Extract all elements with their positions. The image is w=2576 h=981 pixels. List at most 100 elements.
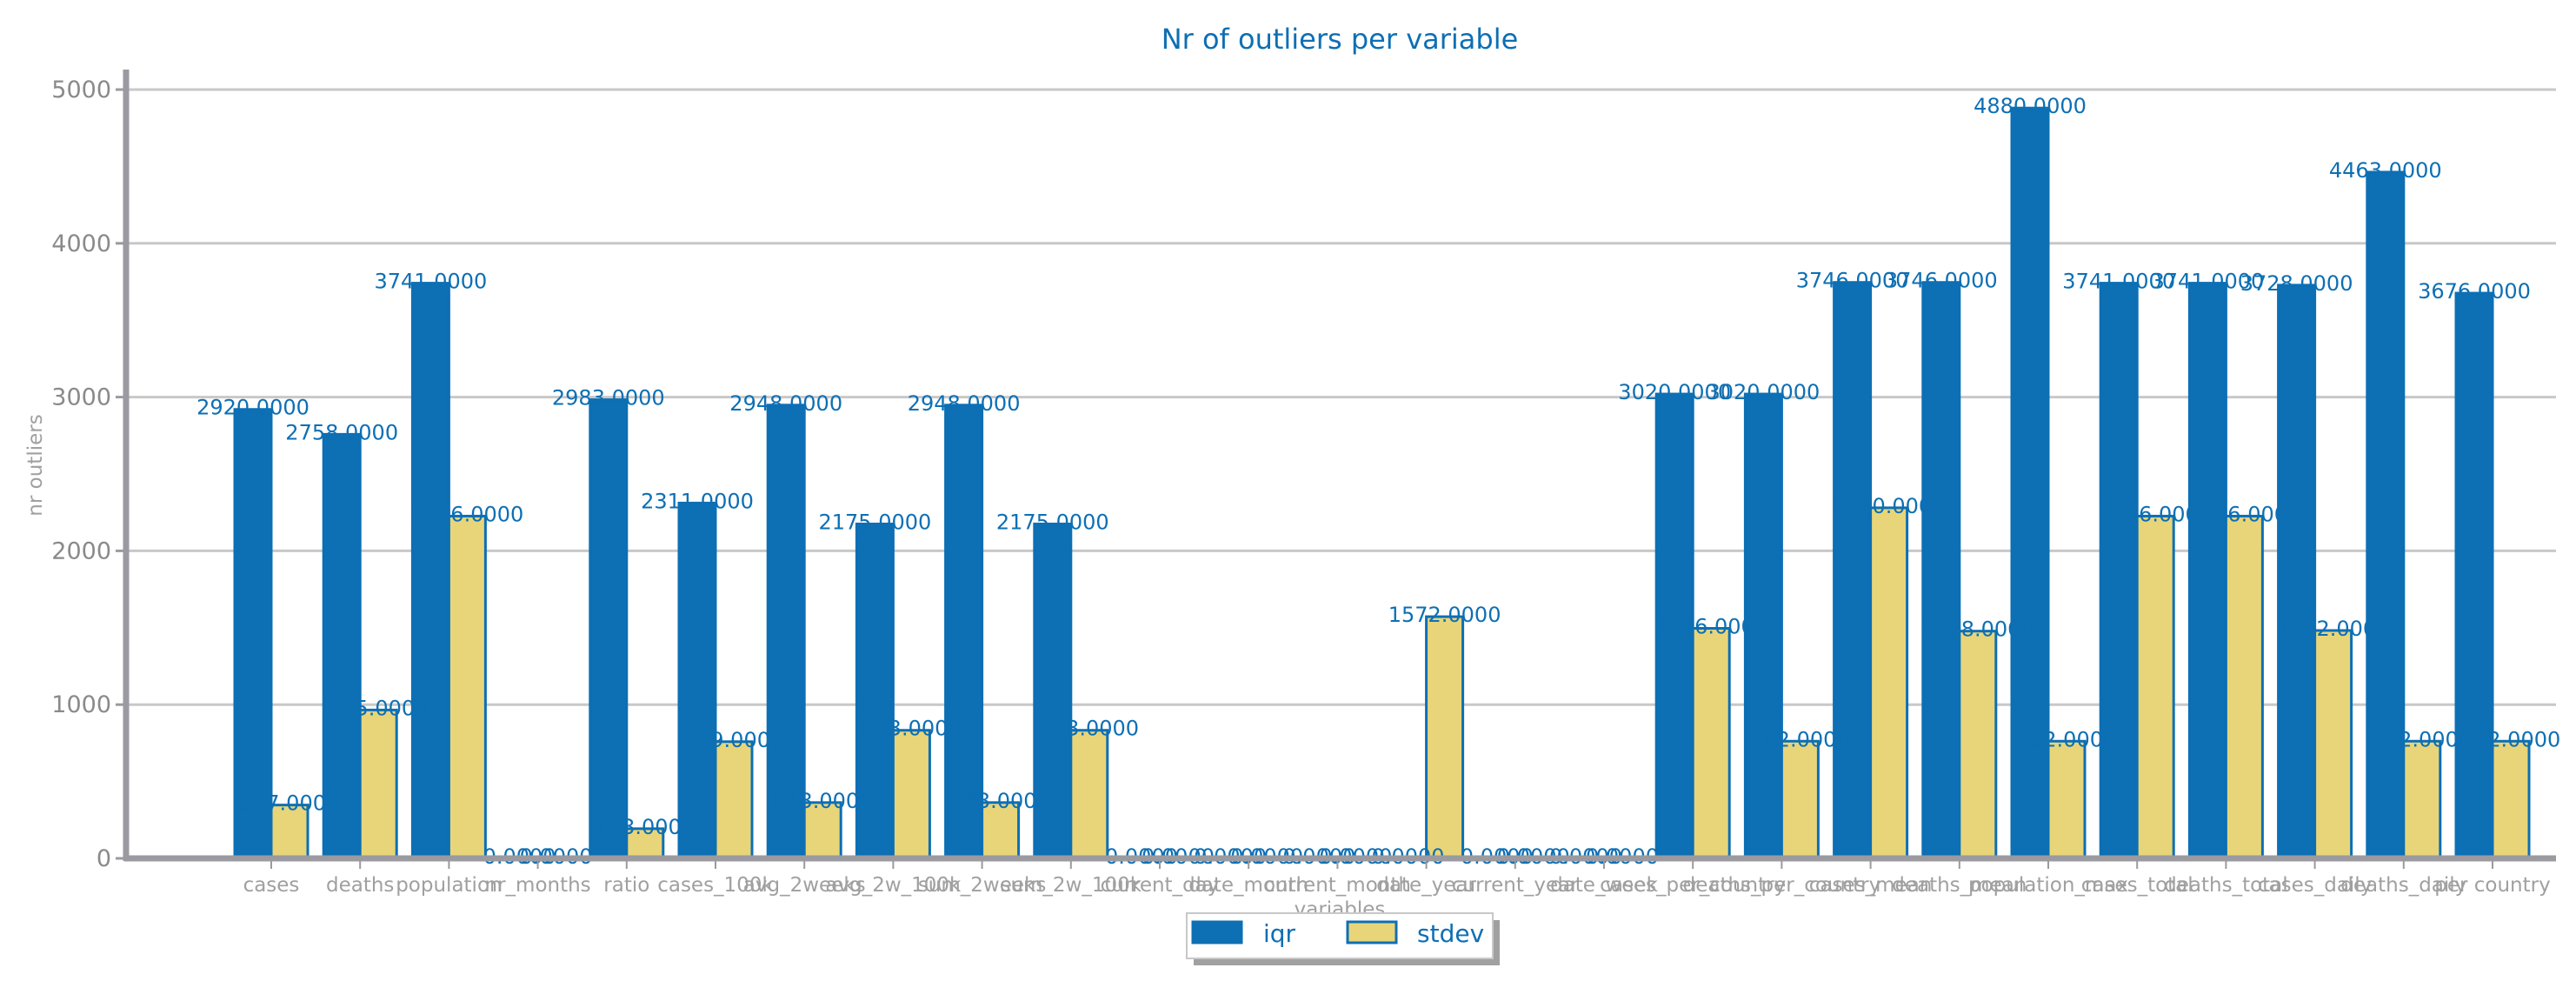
- bar-iqr: [855, 522, 895, 860]
- bar-stdev: [2313, 629, 2353, 860]
- value-label-stdev: 363.0000: [773, 789, 873, 813]
- bar-stdev: [981, 801, 1021, 860]
- x-tick-label: date_month: [1188, 874, 1308, 897]
- bar-stdev: [358, 708, 398, 860]
- x-tick-label: deaths_total: [2164, 874, 2288, 897]
- bar-iqr: [1654, 392, 1694, 860]
- value-label-stdev: 762.0000: [2017, 727, 2117, 751]
- value-label-stdev: 2280.0000: [1833, 494, 1946, 518]
- bar-stdev: [2402, 739, 2442, 860]
- bar-iqr: [1921, 281, 1961, 860]
- value-label-iqr: 2948.0000: [729, 391, 842, 416]
- value-label-iqr: 2758.0000: [285, 420, 398, 444]
- value-label-iqr: 3728.0000: [2240, 271, 2353, 296]
- bar-stdev: [891, 729, 931, 860]
- x-tick-label: cases_total: [2081, 874, 2193, 897]
- value-label-stdev: 2226.0000: [2188, 502, 2301, 526]
- x-tick-label: sum_2w_100k: [1000, 874, 1142, 897]
- bar-stdev: [1069, 729, 1109, 860]
- value-label-stdev: 833.0000: [1040, 717, 1140, 741]
- bar-iqr: [322, 432, 362, 860]
- bar-iqr: [2366, 170, 2406, 860]
- bar-iqr: [2277, 284, 2317, 860]
- value-label-iqr: 2311.0000: [641, 489, 754, 513]
- bar-stdev: [625, 827, 665, 860]
- x-tick-label: date_week: [1550, 874, 1658, 897]
- value-label-stdev: 1482.0000: [2277, 617, 2390, 641]
- bar-iqr: [944, 404, 984, 860]
- value-label-iqr: 3020.0000: [1618, 380, 1731, 404]
- legend-swatch-stdev: [1346, 920, 1398, 944]
- value-label-stdev: 1496.0000: [1654, 615, 1767, 639]
- value-label-stdev: 1572.0000: [1388, 603, 1501, 627]
- legend-label-stdev: stdev: [1417, 919, 1484, 948]
- bar-iqr: [233, 408, 273, 860]
- x-tick-label: sum_2weeks: [918, 874, 1047, 897]
- x-tick-label: avg_2w_100k: [825, 874, 962, 897]
- bar-iqr: [677, 501, 717, 860]
- bar-stdev: [1869, 506, 1909, 860]
- value-label-iqr: 3676.0000: [2418, 279, 2531, 304]
- bar-stdev: [447, 514, 487, 860]
- y-tick-label: 5000: [51, 77, 111, 103]
- y-tick-label: 4000: [51, 230, 111, 257]
- value-label-stdev: 762.0000: [1750, 727, 1850, 751]
- x-tick-label: ratio: [603, 874, 649, 897]
- bar-iqr: [589, 398, 629, 860]
- value-label-iqr: 2175.0000: [996, 510, 1109, 534]
- legend-label-iqr: iqr: [1263, 919, 1296, 948]
- value-label-stdev: 347.0000: [240, 791, 340, 816]
- bar-stdev: [714, 740, 754, 860]
- value-label-iqr: 2920.0000: [196, 396, 310, 420]
- bar-stdev: [2047, 739, 2087, 860]
- y-tick-label: 1000: [51, 691, 111, 718]
- value-label-iqr: 3741.0000: [2062, 270, 2175, 294]
- bar-iqr: [2010, 106, 2050, 860]
- value-label-stdev: 2226.0000: [411, 502, 524, 526]
- legend-swatch-iqr: [1191, 920, 1243, 944]
- bar-stdev: [2491, 739, 2531, 860]
- bar-iqr: [2099, 282, 2139, 860]
- value-label-stdev: 759.0000: [684, 728, 784, 752]
- bar-iqr: [1033, 522, 1073, 860]
- x-tick-label: cases: [243, 874, 300, 897]
- value-label-iqr: 2948.0000: [908, 391, 1021, 416]
- value-label-stdev: 193.0000: [596, 815, 696, 839]
- value-label-stdev: 762.0000: [2373, 727, 2473, 751]
- legend: iqr stdev: [1186, 912, 1500, 965]
- x-tick-label: cases_100k: [657, 874, 774, 897]
- y-tick-label: 0: [97, 845, 111, 872]
- value-label-iqr: 3746.0000: [1796, 269, 1909, 293]
- x-tick-label: nr_months: [485, 874, 591, 897]
- bar-stdev: [270, 804, 310, 860]
- value-label-iqr: 4463.0000: [2329, 158, 2442, 183]
- bar-stdev: [1780, 739, 1820, 860]
- value-label-iqr: 3741.0000: [375, 270, 488, 294]
- x-tick-label: per country: [2434, 874, 2550, 897]
- x-tick-label: current_year: [1452, 874, 1579, 897]
- value-label-iqr: 4880.0000: [1974, 94, 2087, 118]
- bar-iqr: [1833, 281, 1873, 860]
- x-tick-label: population: [396, 874, 502, 897]
- x-tick-label: cases_daily: [2258, 874, 2372, 897]
- x-tick-label: deaths_mean: [1892, 874, 2027, 897]
- bar-stdev: [1425, 615, 1465, 860]
- bars: [233, 106, 2531, 860]
- value-label-stdev: 833.0000: [862, 717, 962, 741]
- y-tick-label: 2000: [51, 537, 111, 564]
- bar-iqr: [410, 282, 450, 860]
- value-label-iqr: 3741.0000: [2152, 270, 2265, 294]
- bar-stdev: [2224, 514, 2264, 860]
- value-label-iqr: 2175.0000: [819, 510, 932, 534]
- bar-stdev: [2135, 514, 2175, 860]
- bar-iqr: [2454, 291, 2494, 860]
- y-axis-ticks: 0 1000 2000 3000 4000 5000: [51, 77, 126, 872]
- value-label-iqr: 3746.0000: [1885, 269, 1998, 293]
- x-tick-label: avg_2weeks: [743, 874, 866, 897]
- bar-stdev: [1691, 627, 1731, 860]
- value-label-stdev: 965.0000: [329, 696, 429, 720]
- value-label-stdev: 762.0000: [2461, 727, 2561, 751]
- bar-iqr: [766, 404, 806, 860]
